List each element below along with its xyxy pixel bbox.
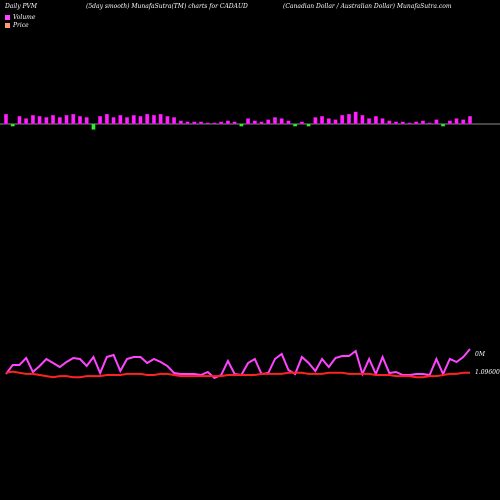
volume-bar (51, 115, 56, 125)
volume-bar (273, 117, 277, 125)
volume-bar (373, 116, 378, 125)
volume-bar (131, 115, 136, 125)
volume-bar (64, 115, 69, 125)
legend: Volume Price (5, 13, 35, 29)
volume-bar (37, 116, 42, 125)
volume-bar (420, 120, 425, 125)
volume-bar (91, 123, 96, 130)
volume-bar (24, 118, 29, 125)
volume-bar (30, 115, 35, 125)
legend-swatch-price (5, 22, 10, 28)
volume-bar (151, 115, 156, 125)
volume-bar (57, 117, 62, 125)
volume-bar (279, 118, 284, 125)
volume-bar (212, 122, 217, 125)
volume-bar (414, 121, 419, 125)
volume-bar (367, 118, 372, 125)
volume-bar (468, 116, 472, 125)
chart-title-mid: (5day smooth) MunafaSutra(TM) charts for… (86, 3, 248, 10)
volume-bar (165, 116, 170, 125)
volume-bar (158, 113, 163, 125)
chart-title-left: Daily PVM (5, 3, 38, 10)
legend-swatch-volume (5, 14, 10, 20)
price-line (5, 370, 470, 379)
volume-bar (306, 123, 311, 127)
volume-bar (347, 113, 351, 125)
volume-bar (71, 113, 76, 125)
legend-label-price: Price (13, 21, 29, 29)
volume-bar (192, 121, 197, 125)
volume-bar (78, 116, 82, 125)
volume-bar (387, 120, 392, 125)
volume-bar (219, 121, 224, 125)
volume-bar (400, 121, 405, 125)
volume-bar (10, 123, 15, 127)
volume-bar (98, 116, 103, 125)
price-axis-label: 1.09600 (475, 369, 500, 376)
volume-bar (199, 121, 203, 125)
volume-bar (125, 117, 129, 125)
volume-bar (138, 116, 143, 125)
volume-line (5, 348, 471, 380)
volume-bar (145, 113, 150, 125)
volume-bar (434, 119, 439, 125)
volume-bar (353, 111, 358, 125)
volume-bar (320, 116, 325, 125)
volume-bar (17, 116, 22, 125)
volume-bar (333, 119, 338, 125)
volume-bar (4, 113, 8, 125)
volume-bar (246, 118, 251, 125)
legend-item-volume: Volume (5, 13, 35, 21)
volume-bar (239, 123, 244, 127)
legend-label-volume: Volume (13, 13, 36, 21)
volume-bar (178, 120, 183, 125)
volume-bar (326, 118, 331, 125)
volume-bar (360, 115, 365, 125)
volume-bar (461, 119, 466, 125)
volume-bar (394, 121, 398, 125)
volume-bar (266, 119, 271, 125)
volume-bar (225, 120, 230, 125)
volume-bar (118, 115, 123, 125)
volume-bar (380, 118, 385, 125)
volume-bar (407, 122, 412, 125)
chart-title-right: (Canadian Dollar / Australian Dollar) Mu… (283, 3, 452, 10)
volume-bar (104, 113, 109, 125)
volume-bar (185, 121, 190, 125)
volume-bar (252, 120, 257, 125)
volume-bar (293, 123, 298, 127)
volume-bar (427, 122, 432, 125)
volume-bar (340, 115, 345, 125)
volume-bar (447, 120, 452, 125)
volume-bar (44, 117, 49, 125)
volume-bar (313, 117, 318, 125)
volume-bar (172, 117, 177, 125)
volume-bar (454, 118, 459, 125)
volume-bar (259, 121, 264, 125)
volume-bar (205, 122, 210, 125)
volume-bar (111, 117, 116, 125)
volume-axis-label: 0M (475, 351, 486, 358)
volume-bar (232, 121, 237, 125)
volume-bar (299, 121, 304, 125)
volume-bar (84, 117, 89, 125)
volume-bar (441, 123, 446, 127)
legend-item-price: Price (5, 21, 35, 29)
volume-bar (286, 120, 291, 125)
